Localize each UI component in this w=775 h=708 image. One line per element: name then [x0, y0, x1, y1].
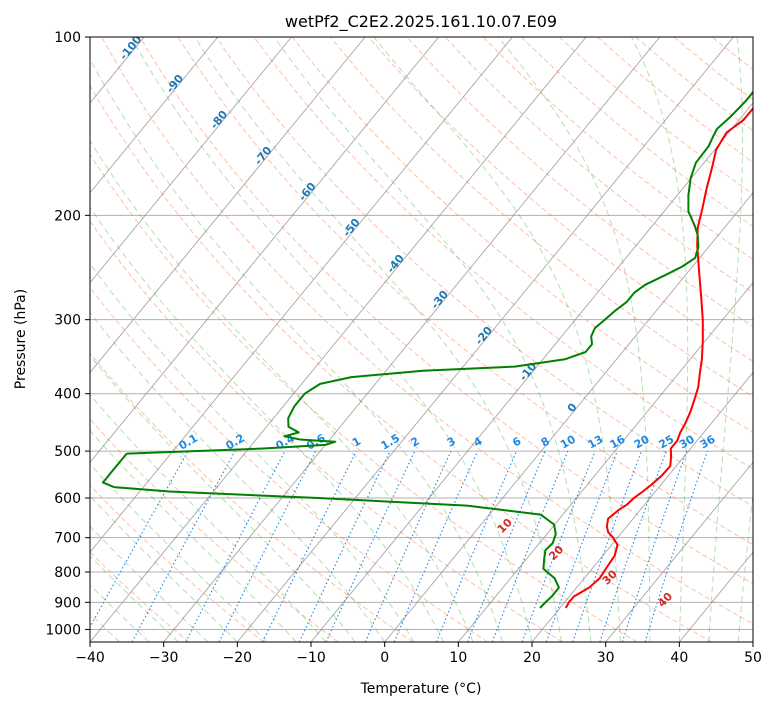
x-tick-label: −20: [223, 650, 253, 666]
isotherm-line: [163, 37, 661, 642]
y-tick-label: 1000: [45, 622, 81, 638]
dry-adiabat-line: [330, 37, 753, 398]
moist-adiabat-line: [90, 262, 415, 642]
moist-adiabat-line: [90, 354, 356, 642]
dewpoint-profile-line: [101, 90, 753, 609]
isotherm-line: [90, 37, 219, 194]
mixing-ratio-line: [90, 450, 189, 629]
chart-title: wetPf2_C2E2.2025.161.10.07.E09: [285, 12, 557, 32]
mixing-ratio-line: [491, 450, 569, 642]
y-tick-label: 300: [54, 313, 81, 329]
x-tick-label: −40: [75, 650, 105, 666]
dry-adiabat-line: [559, 37, 753, 195]
dry-adiabat-line: [368, 37, 753, 362]
dry-adiabat-line: [253, 37, 753, 470]
moist-adiabat-line: [90, 57, 503, 642]
plot-frame: [89, 36, 754, 643]
temperature-profile-line: [564, 106, 753, 609]
dry-adiabat-line: [90, 418, 339, 642]
mixing-ratio-line: [545, 450, 618, 642]
x-axis-ticks: −40 −30 −20 −10 0 10 20 30 40 50: [75, 642, 762, 666]
moist-adiabat-line: [90, 525, 209, 642]
x-axis-label: Temperature (°C): [360, 681, 482, 697]
y-tick-label: 400: [54, 387, 81, 403]
y-tick-label: 100: [54, 30, 81, 46]
isotherm-line: [90, 37, 440, 464]
dry-adiabat-line: [101, 37, 753, 625]
dry-adiabat-line: [139, 37, 753, 585]
moist-adiabat-line: [90, 206, 445, 642]
dry-adiabat-line: [291, 37, 753, 433]
mixing-ratio-line: [218, 450, 317, 642]
moist-adiabat-line: [737, 490, 753, 642]
mixing-ratio-line: [644, 450, 708, 642]
mixing-ratio-lines: [90, 450, 708, 642]
mixing-ratio-line: [599, 450, 667, 642]
dry-adiabat-line: [482, 37, 753, 260]
moist-adiabats: [90, 37, 753, 642]
mixing-ratio-line: [572, 450, 643, 642]
moist-adiabat-line: [708, 37, 743, 642]
x-tick-label: 10: [449, 650, 467, 666]
y-tick-label: 500: [54, 444, 81, 460]
isotherm-line: [384, 192, 753, 642]
x-tick-label: 30: [597, 650, 615, 666]
mixing-ratio-line: [393, 450, 479, 642]
moist-adiabat-line: [90, 555, 179, 642]
mixing-ratio-line: [262, 450, 357, 642]
moist-adiabat-line: [194, 37, 562, 642]
mixing-ratio-line: [435, 450, 518, 642]
y-tick-label: 200: [54, 208, 81, 224]
x-tick-label: 40: [670, 650, 688, 666]
y-axis-ticks: 100 200 300 400 500 600 700 800 900 1000: [45, 30, 90, 638]
isotherm-line: [236, 37, 734, 642]
y-tick-label: 600: [54, 491, 81, 507]
moist-adiabat-line: [90, 139, 474, 642]
mixing-ratio-line: [364, 450, 452, 642]
x-tick-label: 50: [744, 650, 762, 666]
isotherm-line: [90, 37, 587, 642]
dry-adiabat-line: [90, 484, 264, 642]
moist-adiabat-line: [90, 311, 386, 642]
dry-adiabat-line: [90, 84, 712, 642]
profile-series: [101, 90, 753, 609]
dry-adiabat-line: [215, 37, 753, 508]
moist-adiabat-line: [631, 37, 689, 642]
isotherm-line: [90, 37, 366, 374]
x-tick-label: −30: [149, 650, 179, 666]
y-axis-label: Pressure (hPa): [13, 289, 29, 389]
isotherm-line: [605, 461, 753, 642]
isotherm-line: [90, 37, 292, 284]
y-tick-label: 700: [54, 531, 81, 547]
plot-background: [90, 37, 753, 642]
moist-adiabat-line: [90, 495, 238, 642]
x-tick-label: 20: [523, 650, 541, 666]
moist-adiabat-line: [373, 37, 621, 642]
dry-adiabat-line: [597, 37, 753, 163]
mixing-ratio-line: [521, 450, 596, 642]
moist-adiabat-line: [130, 37, 533, 642]
dry-adiabats: [90, 37, 753, 642]
mixing-ratio-line: [131, 450, 236, 642]
mixing-ratio-line: [466, 450, 546, 642]
dry-adiabat-line: [90, 153, 638, 642]
dry-adiabat-line: [90, 220, 563, 642]
mixing-ratio-line: [621, 450, 688, 642]
x-tick-label: −10: [296, 650, 326, 666]
moist-adiabat-line: [273, 37, 592, 642]
isotherm-line: [457, 281, 753, 642]
isotherm-line: [90, 37, 513, 553]
y-tick-label: 800: [54, 565, 81, 581]
dry-adiabat-line: [177, 37, 753, 546]
x-tick-label: 0: [380, 650, 389, 666]
y-tick-label: 900: [54, 595, 81, 611]
